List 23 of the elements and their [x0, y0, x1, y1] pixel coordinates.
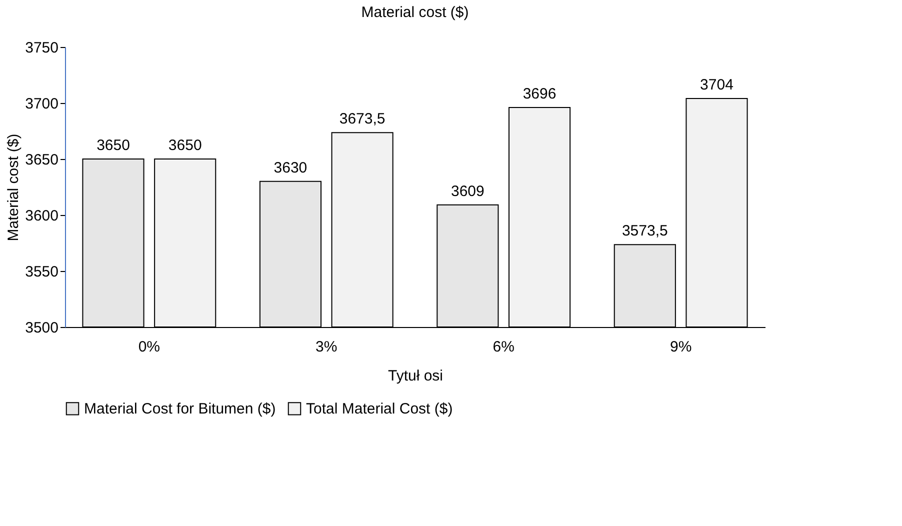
- y-tick-label: 3700: [25, 96, 58, 112]
- y-tick-label: 3600: [25, 208, 58, 224]
- data-label: 3609: [451, 182, 484, 200]
- y-tick-label: 3500: [25, 320, 58, 336]
- legend-label: Material Cost for Bitumen ($): [84, 400, 276, 418]
- data-label: 3673,5: [339, 110, 386, 128]
- y-tick-label: 3550: [25, 264, 58, 280]
- data-label: 3704: [700, 76, 734, 94]
- x-tick-label: 9%: [670, 338, 692, 356]
- x-tick-label: 6%: [492, 338, 514, 356]
- chart-title: Material cost ($): [361, 4, 469, 21]
- data-label: 3573,5: [622, 222, 668, 240]
- data-label: 3630: [274, 159, 308, 176]
- data-label: 3650: [168, 137, 202, 154]
- y-axis-title: Material cost ($): [5, 134, 22, 242]
- y-tick-label: 3750: [25, 40, 58, 56]
- x-tick-label: 3%: [316, 338, 338, 356]
- y-tick-label: 3650: [25, 152, 58, 168]
- data-label: 3650: [96, 137, 130, 154]
- x-axis-title: Tytuł osi: [388, 368, 444, 384]
- x-tick-label: 0%: [138, 338, 160, 356]
- legend-label: Total Material Cost ($): [306, 400, 453, 418]
- data-label: 3696: [522, 85, 556, 102]
